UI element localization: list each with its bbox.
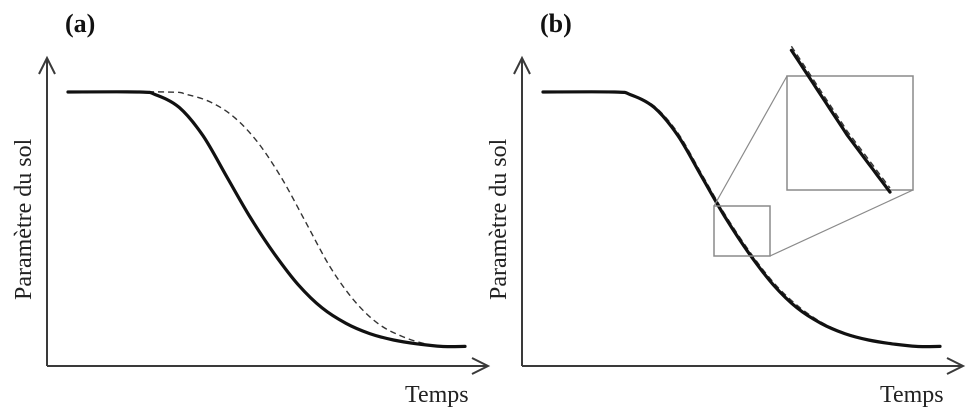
panel-b-dashed-curve bbox=[542, 91, 941, 348]
inset-dashed-curve bbox=[790, 45, 891, 189]
panel-b-inset-box bbox=[786, 75, 914, 191]
panel-a-y-axis-label: Paramètre du sol bbox=[11, 138, 37, 300]
panel-b-zoom-connector-top bbox=[713, 75, 788, 207]
panel-a-x-arrowhead bbox=[471, 357, 491, 375]
panel-b-y-axis-label: Paramètre du sol bbox=[486, 138, 512, 300]
panel-a-solid-curve bbox=[66, 90, 467, 349]
panel-a-x-axis-label: Temps bbox=[405, 382, 469, 408]
panel-b-y-arrowhead bbox=[513, 55, 531, 75]
panel-a-y-arrowhead bbox=[38, 55, 56, 75]
panel-a-label: (a) bbox=[65, 9, 95, 38]
panel-b-x-axis-label: Temps bbox=[880, 382, 944, 408]
panel-b-zoom-region-box bbox=[713, 205, 771, 257]
panel-b-x-arrowhead bbox=[946, 357, 966, 375]
panel-b-inset-curves bbox=[789, 45, 892, 194]
panel-b: (b) Paramètre du sol Temps bbox=[486, 9, 966, 408]
panel-a-dashed-curve bbox=[67, 91, 466, 348]
panel-b-solid-curve bbox=[541, 90, 942, 349]
panel-b-zoom-connector-bottom bbox=[769, 189, 914, 257]
panel-b-label: (b) bbox=[540, 9, 572, 38]
panel-a: (a) Paramètre du sol Temps bbox=[11, 9, 491, 408]
inset-solid-curve bbox=[789, 48, 892, 194]
